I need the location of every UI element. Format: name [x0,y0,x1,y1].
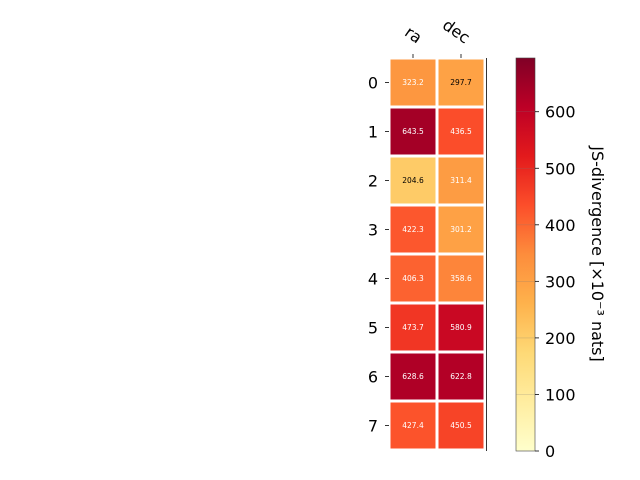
cell-value-label: 301.2 [450,225,472,234]
colorbar-tick-label: 500 [545,159,576,178]
heatmap-cell [390,59,436,106]
row-tick-label: 6 [368,368,378,387]
colorbar-tick-label: 400 [545,216,576,235]
heatmap-cell [438,108,484,155]
colorbar-tick-label: 100 [545,385,576,404]
heatmap-cell [438,255,484,302]
heatmap-cell [438,59,484,106]
heatmap-cell [390,304,436,351]
cell-value-label: 580.9 [450,323,472,332]
heatmap-cell [438,353,484,400]
cell-value-label: 450.5 [450,421,472,430]
row-tick-label: 0 [368,74,378,93]
colorbar-tick-label: 200 [545,329,576,348]
cell-value-label: 297.7 [450,78,472,87]
row-tick-label: 1 [368,123,378,142]
heatmap-cell [438,157,484,204]
heatmap-cell [438,206,484,253]
colorbar-gradient [515,57,536,452]
row-ticks: 0 1 2 3 4 5 6 7 [368,74,389,436]
heatmap-cells: 323.2 297.7 643.5 436.5 204.6 311.4 422.3 301.2… [390,59,484,449]
colorbar: 0 100 200 300 400 500 600 JS-divergence [×10⁻³… [515,57,607,461]
cell-value-label: 473.7 [402,323,424,332]
cell-value-label: 323.2 [402,78,424,87]
heatmap-cell [390,402,436,449]
heatmap-cell [438,304,484,351]
colorbar-tick-label: 600 [545,103,576,122]
row-tick-label: 3 [368,221,378,240]
heatmap-cell [390,353,436,400]
row-tick-label: 4 [368,270,378,289]
row-tick-label: 7 [368,417,378,436]
cell-value-label: 628.6 [402,372,424,381]
cell-value-label: 358.6 [450,274,472,283]
colorbar-ticks: 0 100 200 300 400 500 600 [516,103,576,461]
cell-value-label: 643.5 [402,127,424,136]
cell-value-label: 204.6 [402,176,424,185]
colorbar-label: JS-divergence [×10⁻³ nats] [588,145,607,361]
column-tick-label: dec [439,15,473,47]
cell-value-label: 427.4 [402,421,424,430]
heatmap-cell [390,157,436,204]
heatmap-cell [438,402,484,449]
column-ticks: ra dec [401,15,474,58]
column-tick-label: ra [401,22,425,47]
colorbar-tick-label: 300 [545,272,576,291]
cell-value-label: 311.4 [450,176,472,185]
row-tick-label: 5 [368,319,378,338]
heatmap-cell [390,108,436,155]
row-tick-label: 2 [368,172,378,191]
cell-value-label: 436.5 [450,127,472,136]
heatmap-cell [390,255,436,302]
colorbar-tick-label: 0 [545,442,555,461]
heatmap-cell [390,206,436,253]
cell-value-label: 422.3 [402,225,424,234]
cell-value-label: 622.8 [450,372,472,381]
cell-value-label: 406.3 [402,274,424,283]
